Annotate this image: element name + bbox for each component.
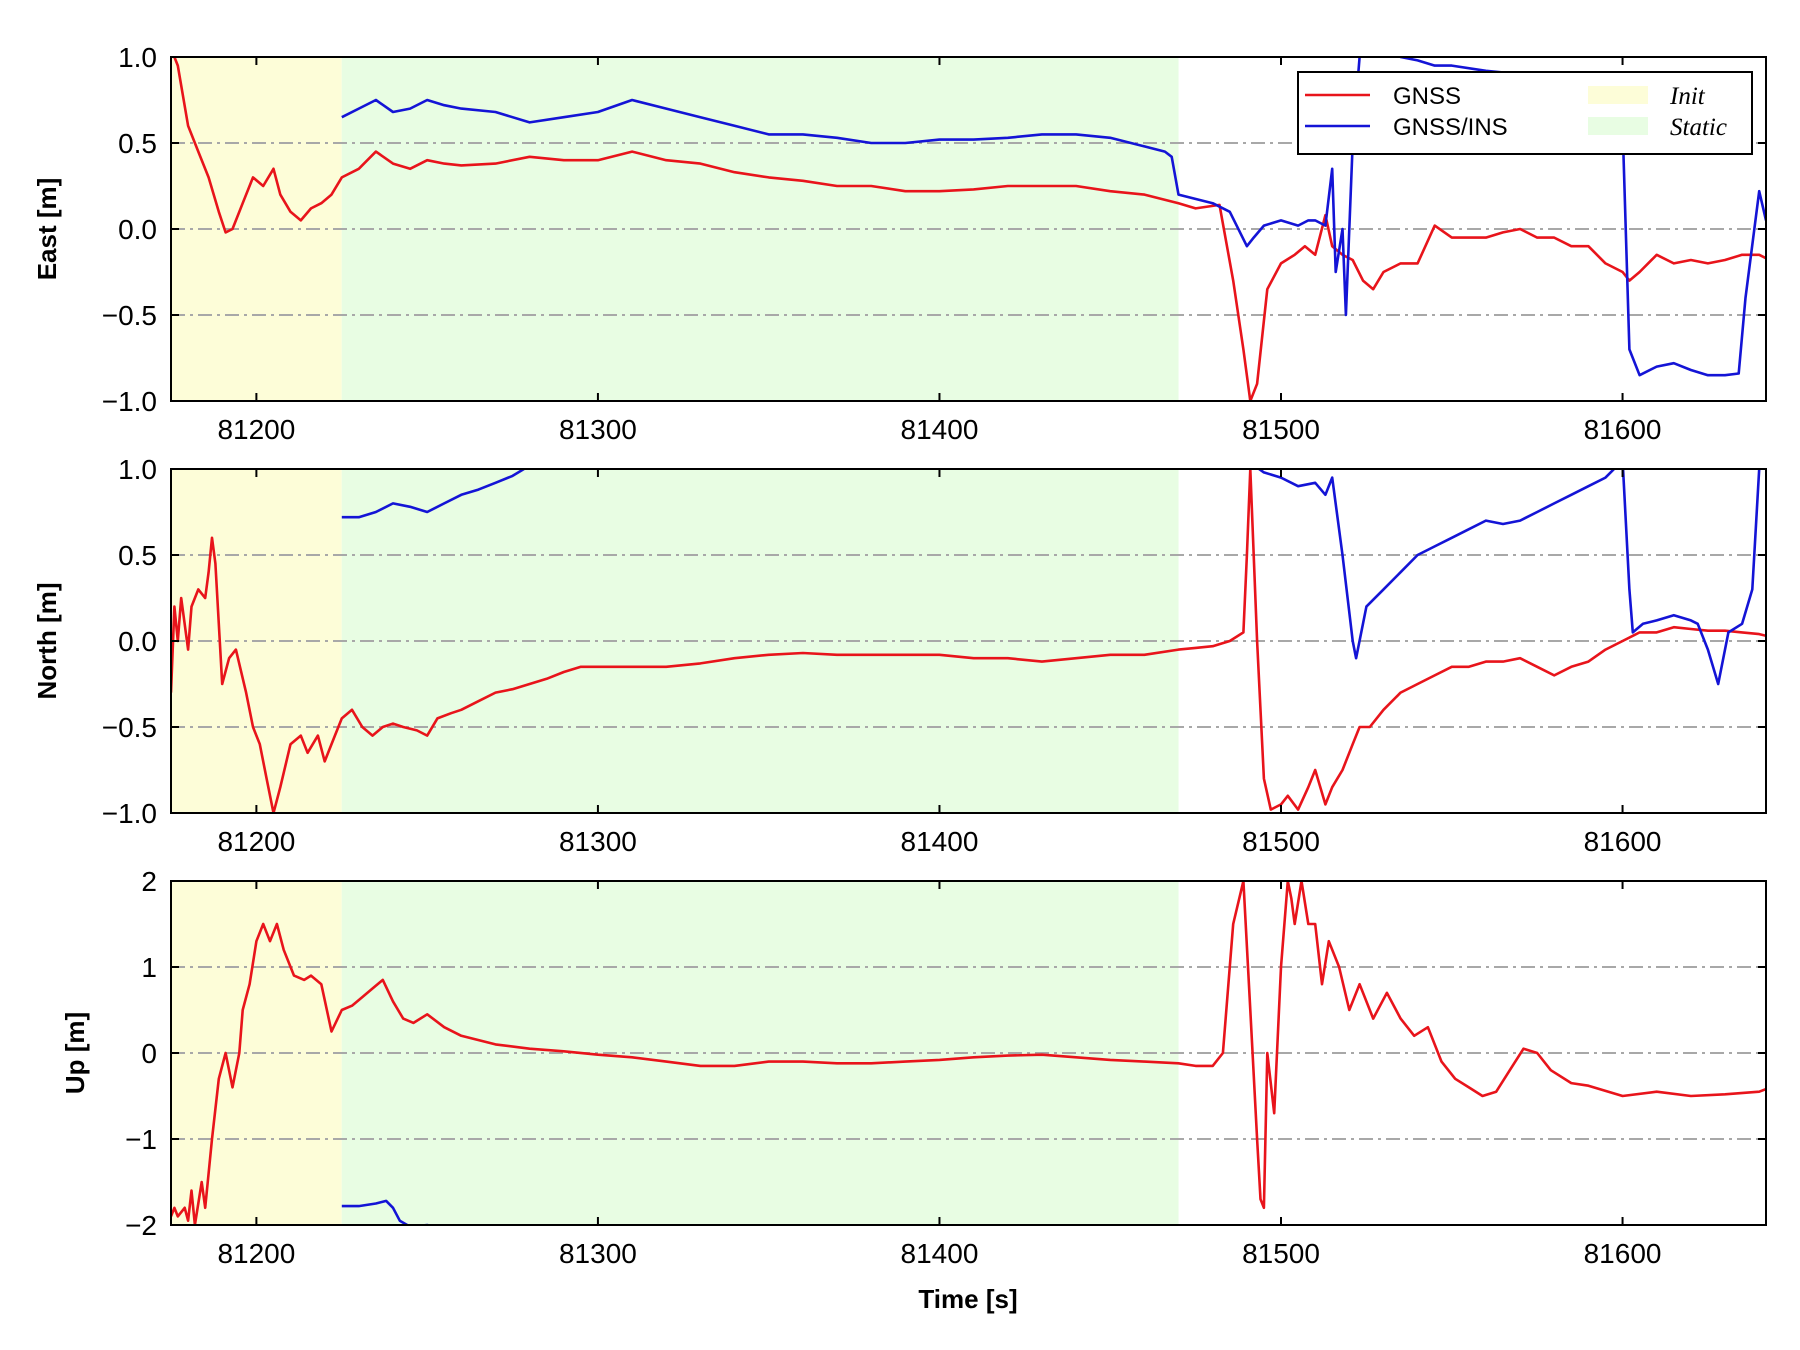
series-gnss-ins-line: [341, 1199, 433, 1225]
series-gnss-line: [171, 469, 1766, 813]
y-tick-label: 0.5: [118, 128, 157, 159]
x-tick-label: 81500: [1242, 826, 1320, 857]
x-tick-label: 81600: [1584, 1238, 1662, 1269]
y-axis-label-2: Up [m]: [60, 1012, 90, 1094]
panel-2: −2 −1 0 1 2 81200 81300 81400 81500 81600 Up [m]: [60, 866, 1767, 1269]
x-tick-label: 81300: [559, 1238, 637, 1269]
x-tick-label: 81400: [901, 1238, 979, 1269]
panel-0: −1.0 −0.5 0.0 0.5 1.0 81200 81300 81400 81500 816…: [32, 42, 1767, 445]
y-tick-label: 1.0: [118, 454, 157, 485]
x-tick-label: 81200: [217, 1238, 295, 1269]
x-tick-label: 81300: [559, 826, 637, 857]
series-gnss-line: [173, 57, 1766, 401]
y-tick-label: 0.0: [118, 214, 157, 245]
x-tick-label: 81200: [217, 826, 295, 857]
series-group-2: [171, 881, 1766, 1225]
y-tick-label: 0.5: [118, 540, 157, 571]
x-axis-label: Time [s]: [918, 1284, 1017, 1314]
y-axis-label-1: North [m]: [32, 583, 62, 700]
x-tick-label: 81600: [1584, 826, 1662, 857]
y-tick-label: −1: [125, 1124, 157, 1155]
legend-init-swatch: [1588, 86, 1648, 104]
x-tick-label: 81500: [1242, 414, 1320, 445]
x-tick-label: 81500: [1242, 1238, 1320, 1269]
y-tick-label: −2: [125, 1210, 157, 1241]
region-static-2: [341, 881, 1179, 1225]
legend-gnss-label: GNSS: [1393, 83, 1461, 110]
series-gnss-ins-line: [1256, 469, 1761, 686]
legend-gnss-ins-label: GNSS/INS: [1393, 114, 1508, 141]
x-tick-label: 81600: [1584, 414, 1662, 445]
y-tick-label: −0.5: [102, 300, 157, 331]
x-tick-label: 81400: [901, 414, 979, 445]
y-tick-label: 1.0: [118, 42, 157, 73]
y-tick-label: −1.0: [102, 798, 157, 829]
y-tick-label: 2: [141, 866, 157, 897]
y-axis-label-0: East [m]: [32, 178, 62, 281]
region-static-1: [341, 469, 1179, 813]
y-tick-label: 0: [141, 1038, 157, 1069]
legend: GNSS GNSS/INS Init Static: [1297, 71, 1753, 155]
panels: −1.0 −0.5 0.0 0.5 1.0 81200 81300 81400 81500 816…: [32, 42, 1767, 1269]
y-tick-label: −1.0: [102, 386, 157, 417]
y-tick-label: 0.0: [118, 626, 157, 657]
legend-static-swatch: [1588, 117, 1648, 135]
series-gnss-line: [171, 881, 1766, 1225]
legend-static-label: Static: [1670, 114, 1727, 141]
series-gnss-ins-line: [341, 469, 527, 519]
y-tick-label: −0.5: [102, 712, 157, 743]
y-tick-label: 1: [141, 952, 157, 983]
legend-init-label: Init: [1669, 83, 1706, 110]
x-tick-label: 81200: [217, 414, 295, 445]
x-tick-label: 81400: [901, 826, 979, 857]
x-tick-label: 81300: [559, 414, 637, 445]
series-group-1: [171, 469, 1766, 813]
panel-1: −1.0 −0.5 0.0 0.5 1.0 81200 81300 81400 81500 816…: [32, 454, 1767, 857]
legend-box: [1297, 71, 1753, 155]
